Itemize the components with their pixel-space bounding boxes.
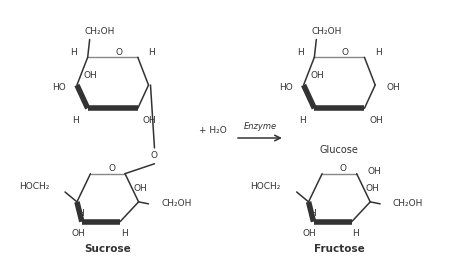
Text: Enzyme: Enzyme [243, 122, 276, 131]
Text: Fructose: Fructose [314, 244, 365, 254]
Text: OH: OH [365, 183, 379, 192]
Text: H: H [73, 116, 79, 125]
Text: H: H [148, 48, 155, 57]
Text: Sucrose: Sucrose [84, 244, 131, 254]
Text: O: O [151, 151, 158, 160]
Text: H: H [299, 116, 306, 125]
Text: OH: OH [143, 116, 156, 125]
Text: HO: HO [279, 83, 292, 91]
Text: OH: OH [370, 116, 383, 125]
Text: H: H [121, 229, 128, 238]
Text: + H₂O: + H₂O [199, 126, 227, 135]
Text: CH₂OH: CH₂OH [393, 199, 423, 208]
Text: HO: HO [52, 83, 66, 91]
Text: Glucose: Glucose [320, 145, 359, 155]
Text: H: H [352, 229, 359, 238]
Text: O: O [108, 164, 115, 173]
Text: O: O [115, 48, 122, 57]
Text: OH: OH [386, 83, 400, 91]
Text: OH: OH [134, 183, 147, 192]
Text: CH₂OH: CH₂OH [311, 27, 341, 36]
Text: H: H [375, 48, 382, 57]
Text: H: H [70, 48, 77, 57]
Text: OH: OH [71, 229, 85, 238]
Text: H: H [297, 48, 304, 57]
Text: CH₂OH: CH₂OH [161, 199, 191, 208]
Text: H: H [78, 209, 84, 218]
Text: HOCH₂: HOCH₂ [250, 182, 281, 190]
Text: O: O [342, 48, 349, 57]
Text: OH: OH [84, 71, 98, 80]
Text: O: O [340, 164, 347, 173]
Text: CH₂OH: CH₂OH [84, 27, 115, 36]
Text: H: H [309, 209, 316, 218]
Text: OH: OH [310, 71, 324, 80]
Text: OH: OH [303, 229, 317, 238]
Text: HOCH₂: HOCH₂ [19, 182, 49, 190]
Text: OH: OH [368, 167, 382, 176]
